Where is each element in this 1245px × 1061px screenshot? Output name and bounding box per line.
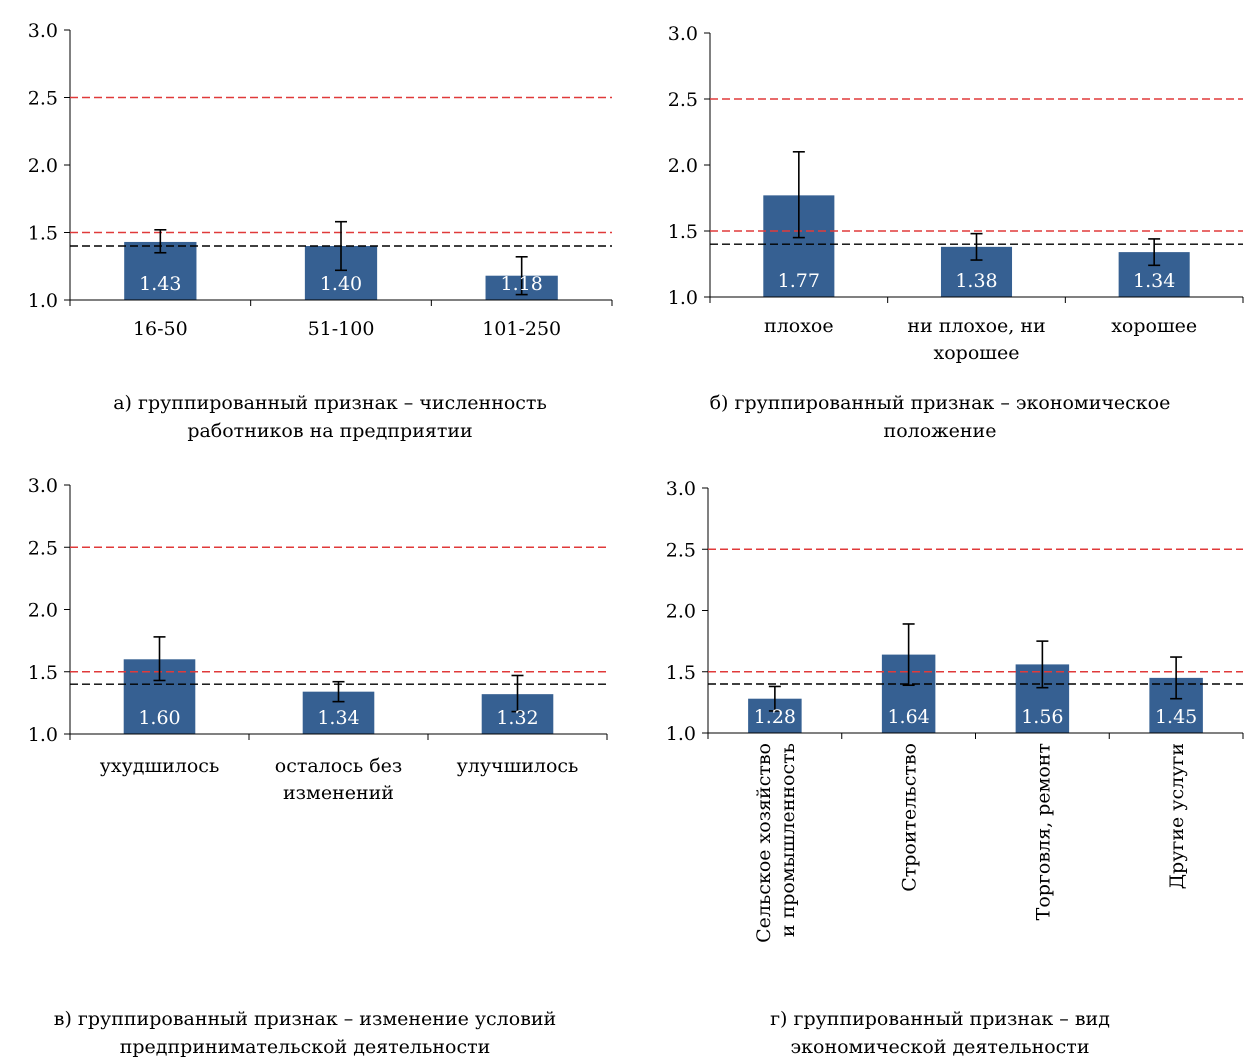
y-tick-label: 3.0 [28,20,58,42]
data-label: 1.38 [955,270,997,292]
y-tick-label: 1.0 [668,287,698,309]
y-tick-label: 2.5 [668,89,698,111]
y-tick-label: 3.0 [666,478,696,500]
data-label: 1.32 [496,707,538,729]
category-label: улучшилось [457,755,579,777]
caption-v: в) группированный признак – изменение ус… [0,1005,610,1061]
y-tick-label: 2.0 [666,601,696,623]
y-tick-label: 1.0 [666,723,696,745]
category-label: Торговля, ремонт [1032,743,1054,920]
category-label: 16-50 [133,318,188,340]
category-label: Другие услуги [1166,743,1188,889]
caption-a: а) группированный признак – численность … [30,389,630,445]
caption-a-line-2: работников на предприятии [187,420,473,442]
chart-4: 1.0 1.5 2.0 2.5 3.0 1.28 1.64 1.56 1.45 Сельское … [666,478,1244,943]
category-label: ни плохое, ни [907,315,1045,337]
category-label: плохое [764,315,834,337]
y-tick-label: 1.5 [28,662,58,684]
caption-g: г) группированный признак – вид экономич… [640,1005,1240,1061]
y-tick-label: 1.5 [666,662,696,684]
category-label: хорошее [934,342,1020,364]
data-label: 1.77 [778,270,820,292]
data-label: 1.45 [1155,706,1197,728]
caption-g-line-2: экономической деятельности [790,1036,1090,1058]
category-label: изменений [283,782,394,804]
data-label: 1.18 [501,273,543,295]
y-tick-label: 2.0 [28,155,58,177]
y-tick-label: 1.0 [28,724,58,746]
y-tick-label: 1.5 [28,223,58,245]
data-label: 1.34 [1133,270,1175,292]
y-tick-label: 2.5 [666,539,696,561]
data-label: 1.56 [1021,706,1063,728]
y-tick-label: 1.5 [668,221,698,243]
caption-v-line-1: в) группированный признак – изменение ус… [53,1008,557,1030]
category-label: Сельское хозяйство [753,743,775,943]
caption-a-line-1: а) группированный признак – численность [113,392,547,414]
category-label: осталось без [275,755,403,777]
data-label: 1.28 [754,706,796,728]
y-tick-label: 1.0 [28,290,58,312]
y-tick-label: 3.0 [28,475,58,497]
data-label: 1.43 [139,273,181,295]
chart-2: 1.0 1.5 2.0 2.5 3.0 1.77 1.38 1.34 плохое ни плох… [668,23,1244,364]
caption-b: б) группированный признак – экономическо… [640,389,1240,445]
category-label: и промышленность [777,743,799,937]
data-label: 1.40 [320,273,362,295]
category-label: Строительство [899,743,921,892]
data-label: 1.34 [317,707,359,729]
chart-1: 1.0 1.5 2.0 2.5 3.0 1.43 1.40 1.18 16-50 51-100 10… [28,20,613,340]
category-label: ухудшилось [100,755,220,777]
data-label: 1.64 [887,706,929,728]
caption-b-line-1: б) группированный признак – экономическо… [709,392,1171,414]
y-tick-label: 3.0 [668,23,698,45]
y-tick-label: 2.0 [28,600,58,622]
category-label: 101-250 [482,318,561,340]
caption-b-line-2: положение [883,420,997,442]
y-tick-label: 2.5 [28,537,58,559]
category-label: хорошее [1111,315,1197,337]
chart-3: 1.0 1.5 2.0 2.5 3.0 1.60 1.34 1.32 ухудшилось ост… [28,475,608,804]
data-label: 1.60 [138,707,180,729]
caption-g-line-1: г) группированный признак – вид [770,1008,1110,1030]
category-label: 51-100 [308,318,375,340]
caption-v-line-2: предпринимательской деятельности [119,1036,491,1058]
y-tick-label: 2.5 [28,88,58,110]
y-tick-label: 2.0 [668,155,698,177]
